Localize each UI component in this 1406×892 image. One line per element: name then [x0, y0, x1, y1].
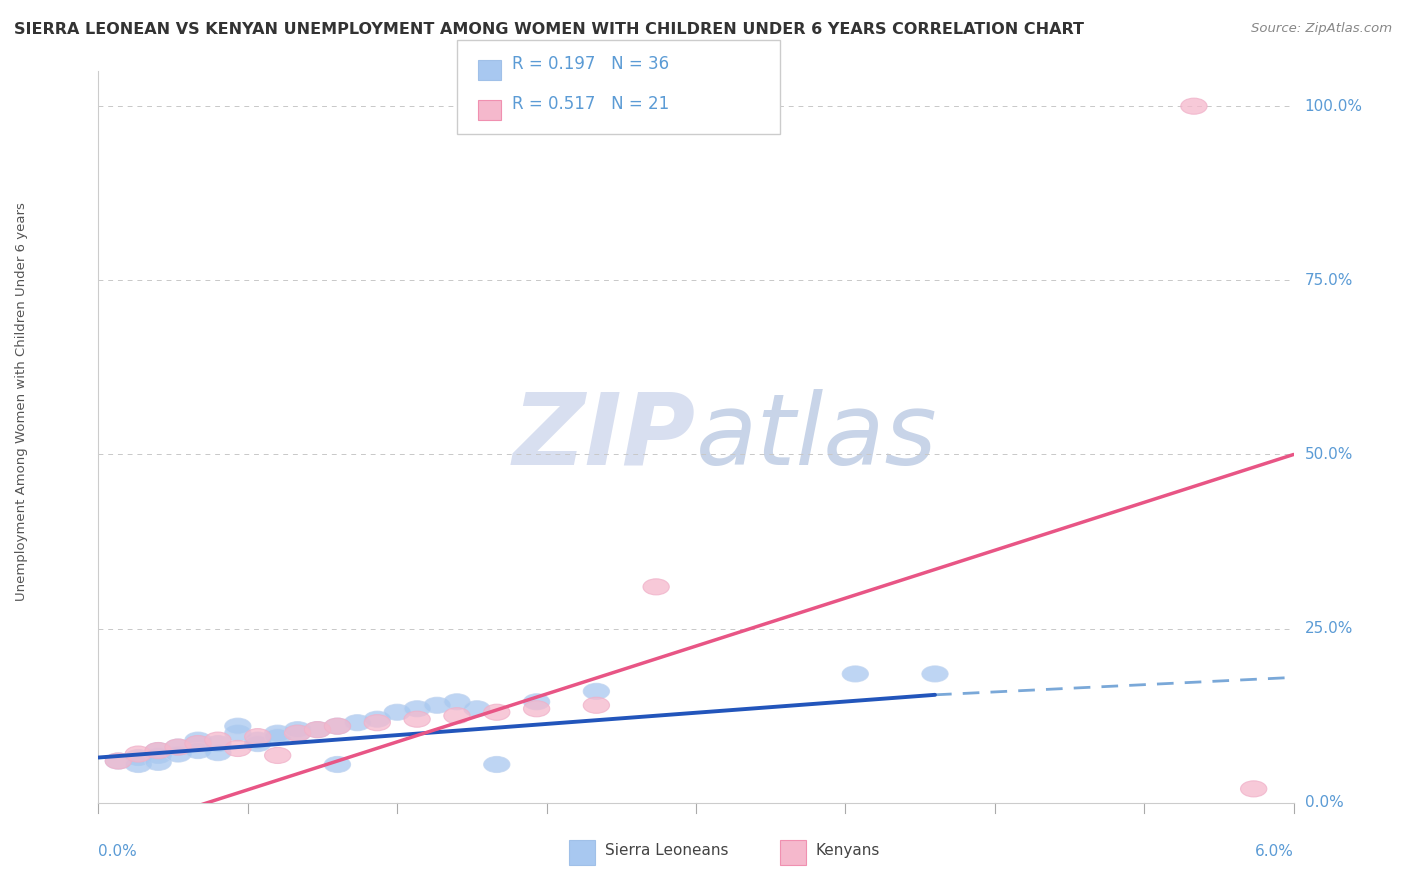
Ellipse shape [225, 718, 252, 734]
Ellipse shape [325, 718, 350, 734]
Ellipse shape [284, 725, 311, 741]
Ellipse shape [423, 698, 450, 714]
Ellipse shape [145, 747, 172, 764]
Text: 0.0%: 0.0% [98, 845, 138, 860]
Ellipse shape [364, 711, 391, 727]
Text: R = 0.517   N = 21: R = 0.517 N = 21 [512, 95, 669, 113]
Ellipse shape [284, 722, 311, 738]
Ellipse shape [325, 756, 350, 772]
Ellipse shape [225, 725, 252, 741]
Ellipse shape [264, 747, 291, 764]
Text: 6.0%: 6.0% [1254, 845, 1294, 860]
Text: Sierra Leoneans: Sierra Leoneans [605, 843, 728, 857]
Ellipse shape [444, 707, 470, 723]
Ellipse shape [225, 740, 252, 756]
Ellipse shape [304, 722, 330, 738]
Text: Kenyans: Kenyans [815, 843, 880, 857]
Ellipse shape [364, 714, 391, 731]
Ellipse shape [484, 756, 510, 772]
Ellipse shape [245, 732, 271, 748]
Ellipse shape [464, 701, 491, 717]
Ellipse shape [125, 756, 152, 772]
Ellipse shape [325, 718, 350, 734]
Text: R = 0.197   N = 36: R = 0.197 N = 36 [512, 55, 669, 73]
Ellipse shape [444, 694, 470, 710]
Ellipse shape [145, 755, 172, 771]
Text: 50.0%: 50.0% [1305, 447, 1353, 462]
Text: atlas: atlas [696, 389, 938, 485]
Ellipse shape [922, 666, 948, 682]
Ellipse shape [105, 753, 132, 769]
Ellipse shape [842, 666, 869, 682]
Ellipse shape [165, 746, 191, 762]
Ellipse shape [523, 701, 550, 717]
Ellipse shape [125, 749, 152, 765]
Ellipse shape [184, 742, 211, 758]
Ellipse shape [205, 732, 231, 748]
Text: 75.0%: 75.0% [1305, 273, 1353, 288]
Ellipse shape [1181, 98, 1208, 114]
Text: 100.0%: 100.0% [1305, 99, 1362, 113]
Ellipse shape [304, 722, 330, 738]
Ellipse shape [245, 729, 271, 745]
Ellipse shape [125, 746, 152, 762]
Ellipse shape [184, 736, 211, 752]
Ellipse shape [264, 725, 291, 741]
Ellipse shape [484, 704, 510, 720]
Ellipse shape [165, 739, 191, 756]
Ellipse shape [344, 714, 371, 731]
Text: SIERRA LEONEAN VS KENYAN UNEMPLOYMENT AMONG WOMEN WITH CHILDREN UNDER 6 YEARS CO: SIERRA LEONEAN VS KENYAN UNEMPLOYMENT AM… [14, 22, 1084, 37]
Ellipse shape [523, 694, 550, 710]
Ellipse shape [284, 725, 311, 741]
Ellipse shape [205, 736, 231, 752]
Ellipse shape [583, 698, 610, 714]
Ellipse shape [145, 742, 172, 758]
Ellipse shape [184, 732, 211, 748]
Ellipse shape [404, 701, 430, 717]
Text: Unemployment Among Women with Children Under 6 years: Unemployment Among Women with Children U… [14, 202, 28, 601]
Text: 0.0%: 0.0% [1305, 796, 1343, 810]
Ellipse shape [245, 736, 271, 752]
Ellipse shape [384, 704, 411, 720]
Ellipse shape [184, 736, 211, 752]
Ellipse shape [643, 579, 669, 595]
Text: ZIP: ZIP [513, 389, 696, 485]
Text: Source: ZipAtlas.com: Source: ZipAtlas.com [1251, 22, 1392, 36]
Ellipse shape [145, 742, 172, 758]
Ellipse shape [205, 745, 231, 761]
Ellipse shape [264, 729, 291, 745]
Ellipse shape [165, 739, 191, 756]
Ellipse shape [105, 753, 132, 769]
Ellipse shape [1240, 780, 1267, 797]
Ellipse shape [404, 711, 430, 727]
Ellipse shape [583, 683, 610, 699]
Text: 25.0%: 25.0% [1305, 621, 1353, 636]
